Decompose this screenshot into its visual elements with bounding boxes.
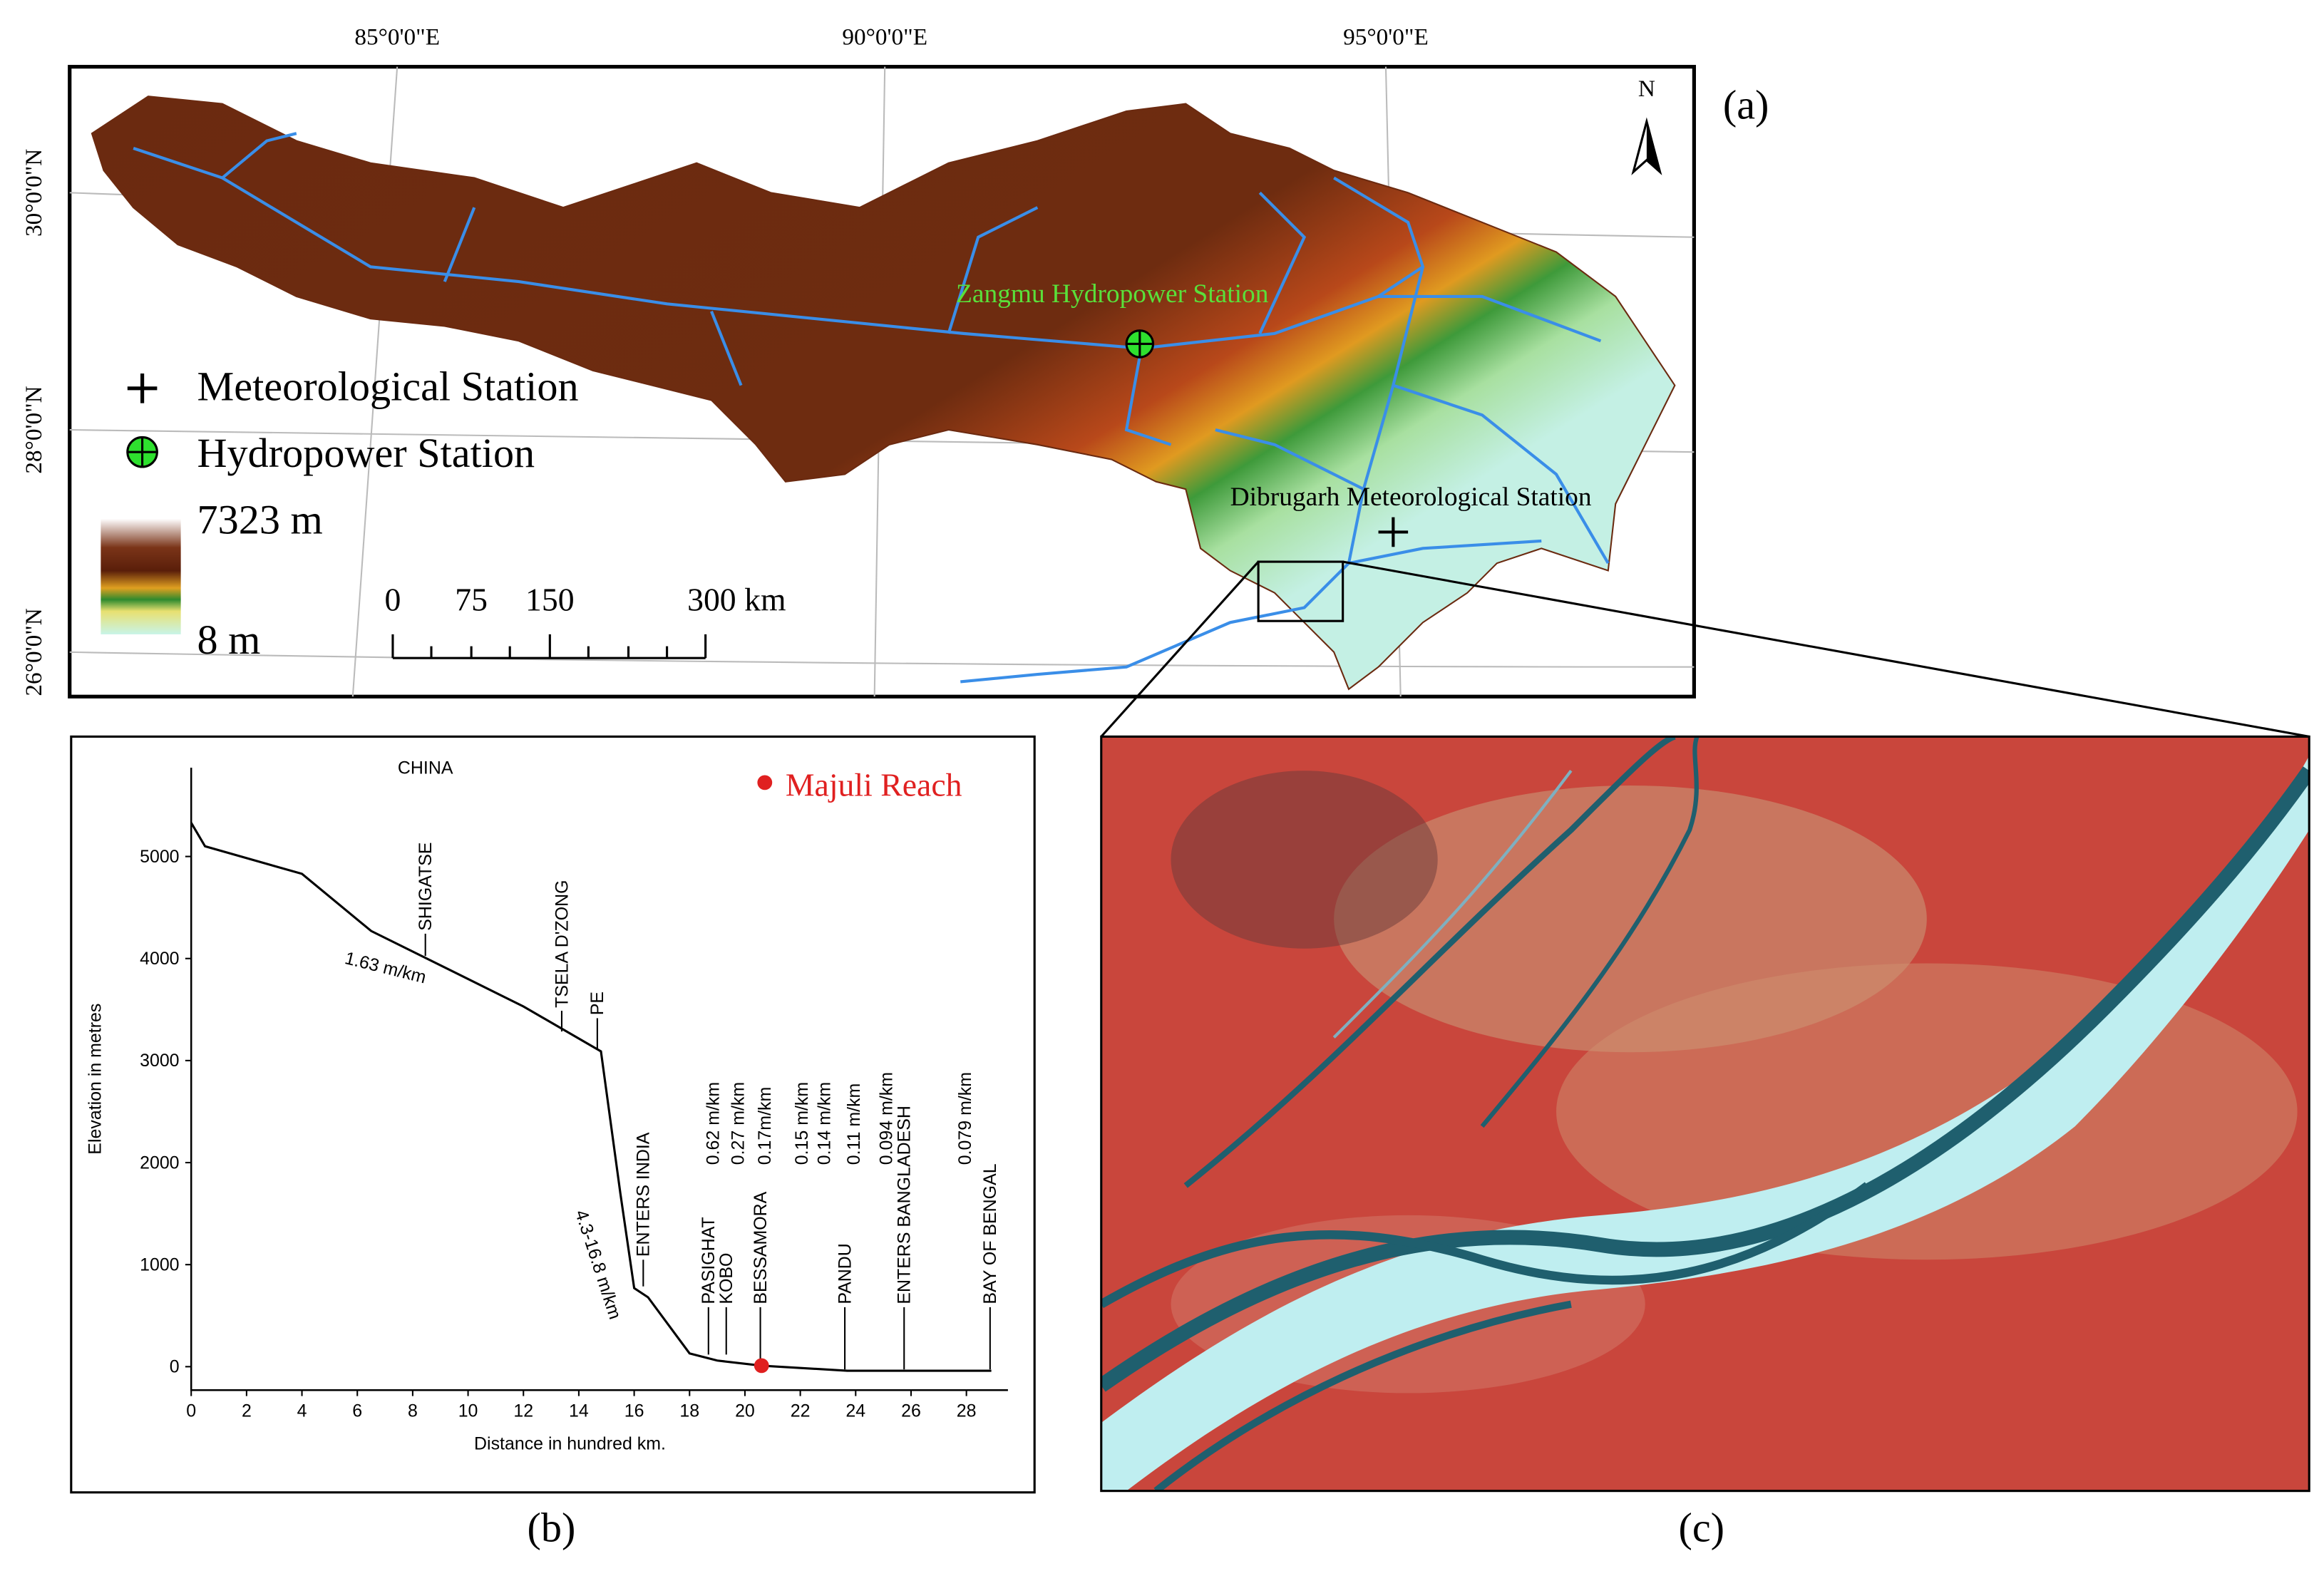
legend-symbol — [127, 374, 158, 403]
panel-label: (a) — [1723, 81, 1769, 128]
y-tick-label: 1000 — [140, 1255, 179, 1275]
place-label: PASIGHAT — [699, 1217, 719, 1304]
image-frame — [1100, 735, 2310, 1493]
place-label: PANDU — [835, 1243, 855, 1304]
slope-label: 0.17m/km — [755, 1087, 775, 1165]
elevation-min: 8 m — [197, 617, 261, 663]
profile-line — [190, 822, 992, 1372]
place-label: BAY OF BENGAL — [980, 1163, 1000, 1304]
lat-label: 30°0'0"N — [21, 149, 47, 237]
place-label: KOBO — [716, 1253, 736, 1304]
chart-header: CHINA — [398, 758, 453, 778]
slope-label: 0.14 m/km — [814, 1082, 834, 1165]
place-label: ENTERS INDIA — [634, 1132, 654, 1257]
x-tick-label: 22 — [791, 1401, 811, 1421]
x-tick-label: 2 — [242, 1401, 252, 1421]
place-label: PE — [587, 991, 607, 1015]
slope-label: 0.15 m/km — [792, 1082, 812, 1165]
slope-label: 0.27 m/km — [729, 1082, 749, 1165]
lon-label: 85°0'0"E — [354, 24, 440, 50]
x-tick-label: 24 — [845, 1401, 865, 1421]
legend-label: Meteorological Station — [197, 363, 579, 409]
slope-label: 0.11 m/km — [844, 1083, 864, 1165]
met-marker — [1378, 517, 1409, 547]
lat-label: 28°0'0"N — [21, 386, 47, 473]
north-arrow-fill — [1646, 121, 1660, 172]
zoom-lines — [1100, 560, 2310, 738]
lon-label: 90°0'0"E — [842, 24, 927, 50]
north-label: N — [1638, 76, 1655, 102]
zoom-box — [1257, 560, 1344, 622]
place-label: ENTERS BANGLADESH — [895, 1106, 915, 1304]
x-tick-label: 12 — [513, 1401, 533, 1421]
station-label: Zangmu Hydropower Station — [956, 279, 1269, 309]
legend-marker — [757, 775, 773, 790]
scale-label: 300 km — [687, 582, 786, 618]
hydropower-marker-cross — [1126, 330, 1153, 358]
x-tick-label: 8 — [408, 1401, 418, 1421]
legend-symbol — [127, 437, 158, 467]
x-tick-label: 26 — [901, 1401, 921, 1421]
place-label: SHIGATSE — [416, 843, 436, 931]
x-tick-label: 4 — [297, 1401, 307, 1421]
lon-label: 95°0'0"E — [1343, 24, 1429, 50]
elevation-bar — [101, 518, 181, 634]
place-label: TSELA D'ZONG — [552, 880, 572, 1007]
profile-chart: 0 2 4 6 8 10 12 14 16 18 20 22 24 26 28010002000300040… — [85, 758, 1008, 1453]
scale-label: 150 — [525, 582, 575, 618]
y-tick-label: 4000 — [140, 949, 179, 969]
x-tick-label: 6 — [352, 1401, 362, 1421]
y-axis-label: Elevation in metres — [85, 1004, 105, 1155]
slope-label: 0.62 m/km — [703, 1082, 723, 1165]
panel-label: (b) — [527, 1504, 575, 1550]
y-tick-label: 5000 — [140, 847, 179, 867]
scale-label: 75 — [455, 582, 488, 618]
scale-bar — [391, 634, 707, 659]
x-tick-label: 18 — [679, 1401, 699, 1421]
slope-label: 0.079 m/km — [955, 1072, 975, 1165]
x-tick-label: 14 — [569, 1401, 589, 1421]
panel-label: (c) — [1678, 1504, 1724, 1550]
station-label: Dibrugarh Meteorological Station — [1230, 483, 1592, 512]
elevation-max: 7323 m — [197, 497, 323, 543]
basin — [91, 96, 1676, 691]
x-tick-label: 10 — [458, 1401, 478, 1421]
chart-frame — [70, 735, 1036, 1494]
rivers — [133, 132, 1610, 684]
place-label: BESSAMORA — [751, 1191, 771, 1304]
scale-label: 0 — [385, 582, 401, 618]
y-tick-label: 3000 — [140, 1051, 179, 1071]
satellite-image — [1101, 736, 2310, 1491]
x-tick-label: 28 — [957, 1401, 977, 1421]
x-tick-label: 20 — [735, 1401, 755, 1421]
lat-label: 26°0'0"N — [21, 608, 47, 696]
x-axis-label: Distance in hundred km. — [474, 1433, 666, 1453]
x-tick-label: 0 — [186, 1401, 196, 1421]
map: N (a) 85°0'0"E 90°0'0"E 95°0'0"E 30°0'0"… — [21, 24, 2310, 738]
majuli-marker — [754, 1358, 769, 1374]
x-tick-label: 16 — [624, 1401, 644, 1421]
legend-label: Hydropower Station — [197, 430, 535, 476]
legend-label: Majuli Reach — [786, 767, 962, 803]
y-tick-label: 0 — [170, 1357, 180, 1377]
slope-label: 0.094 m/km — [877, 1072, 897, 1165]
y-tick-label: 2000 — [140, 1153, 179, 1173]
